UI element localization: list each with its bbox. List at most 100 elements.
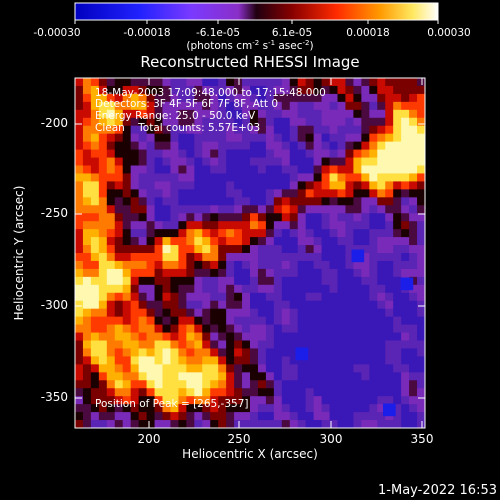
- heatmap-cell: [393, 173, 402, 182]
- heatmap-cell: [281, 268, 291, 278]
- heatmap-cell: [202, 78, 211, 87]
- heatmap-cell: [281, 284, 291, 294]
- heatmap-cell: [75, 388, 84, 397]
- heatmap-cell: [337, 229, 347, 238]
- heatmap-cell: [75, 268, 84, 278]
- heatmap-cell: [321, 388, 331, 397]
- heatmap-cell: [289, 109, 299, 119]
- heatmap-cell: [385, 276, 394, 286]
- heatmap-cell: [138, 78, 148, 87]
- heatmap-cell: [329, 229, 339, 238]
- heatmap-cell: [345, 388, 354, 397]
- heatmap-cell: [75, 420, 84, 428]
- heatmap-cell: [329, 348, 339, 357]
- heatmap-cell: [377, 340, 386, 350]
- heatmap-cell: [218, 189, 227, 198]
- heatmap-cell: [138, 157, 148, 167]
- heatmap-cell: [178, 245, 187, 254]
- heatmap-cell: [393, 181, 402, 190]
- heatmap-cell: [98, 157, 108, 167]
- heatmap-cell: [305, 93, 315, 103]
- heatmap-cell: [305, 308, 315, 318]
- heatmap-cell: [226, 268, 235, 278]
- heatmap-cell: [265, 308, 275, 318]
- heatmap-cell: [178, 197, 187, 206]
- heatmap-cell: [257, 316, 267, 326]
- heatmap-cell: [289, 245, 299, 254]
- heatmap-cell: [321, 237, 331, 246]
- heatmap-cell: [98, 125, 108, 135]
- heatmap-cell: [265, 189, 275, 198]
- heatmap-cell: [75, 101, 84, 111]
- heatmap-cell: [234, 213, 243, 222]
- heatmap-cell: [377, 133, 386, 143]
- heatmap-cell: [210, 189, 219, 198]
- heatmap-cell: [210, 85, 219, 95]
- heatmap-cell: [409, 101, 418, 111]
- heatmap-cell: [417, 316, 425, 326]
- heatmap-cell: [361, 165, 370, 175]
- heatmap-cell: [114, 268, 124, 278]
- heatmap-cell: [186, 197, 195, 206]
- heatmap-cell: [377, 380, 386, 389]
- heatmap-cell: [273, 173, 283, 182]
- heatmap-cell: [178, 380, 187, 389]
- heatmap-cell: [186, 93, 195, 103]
- heatmap-cell: [114, 85, 124, 95]
- heatmap-cell: [265, 101, 275, 111]
- heatmap-cell: [369, 133, 378, 143]
- heatmap-cell: [170, 141, 179, 151]
- heatmap-cell: [329, 388, 339, 397]
- heatmap-cell: [146, 205, 156, 214]
- heatmap-cell: [122, 141, 132, 151]
- heatmap-cell: [194, 173, 203, 182]
- heatmap-cell: [273, 93, 283, 103]
- heatmap-cell: [186, 332, 195, 342]
- heatmap-cell: [345, 173, 354, 182]
- heatmap-cell: [409, 253, 418, 262]
- heatmap-cell: [210, 364, 219, 373]
- heatmap-cell: [194, 308, 203, 318]
- heatmap-cell: [369, 237, 378, 246]
- heatmap-cell: [393, 284, 402, 294]
- heatmap-cell: [409, 356, 418, 365]
- heatmap-cell: [106, 364, 116, 373]
- heatmap-cell: [162, 125, 172, 135]
- heatmap-cell: [234, 173, 243, 182]
- heatmap-cell: [369, 149, 378, 159]
- heatmap-cell: [226, 348, 235, 357]
- heatmap-cell: [250, 332, 259, 342]
- heatmap-cell: [401, 197, 410, 206]
- heatmap-cell: [297, 380, 307, 389]
- heatmap-cell: [417, 149, 425, 159]
- heatmap-cell: [226, 324, 235, 334]
- heatmap-cell: [75, 308, 84, 318]
- heatmap-cell: [361, 133, 370, 143]
- heatmap-cell: [234, 308, 243, 318]
- heatmap-cell: [114, 229, 124, 238]
- heatmap-cell: [417, 364, 425, 373]
- heatmap-cell: [377, 141, 386, 151]
- heatmap-cell: [297, 300, 307, 310]
- heatmap-cell: [257, 229, 267, 238]
- heatmap-cell: [178, 348, 187, 357]
- heatmap-cell: [385, 189, 394, 198]
- heatmap-cell: [98, 245, 108, 254]
- heatmap-cell: [122, 324, 132, 334]
- heatmap-cell: [226, 276, 235, 286]
- heatmap-cell: [250, 260, 259, 270]
- heatmap-cell: [178, 420, 187, 428]
- heatmap-cell: [218, 213, 227, 222]
- heatmap-cell: [106, 101, 116, 111]
- heatmap-cell: [154, 348, 164, 357]
- heatmap-cell: [281, 237, 291, 246]
- heatmap-cell: [90, 356, 100, 365]
- heatmap-cell: [257, 348, 267, 357]
- heatmap-cell: [409, 141, 418, 151]
- heatmap-cell: [178, 324, 187, 334]
- heatmap-cell: [401, 189, 410, 198]
- heatmap-cell: [210, 237, 219, 246]
- heatmap-cell: [186, 412, 195, 421]
- heatmap-cell: [154, 260, 164, 270]
- colorbar-tick-label: -0.00030: [33, 27, 80, 39]
